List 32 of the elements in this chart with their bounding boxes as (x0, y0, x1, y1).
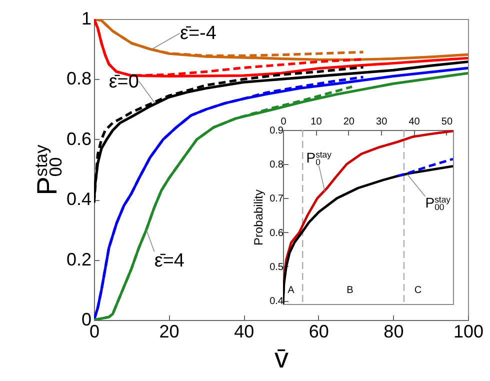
annotation: ε̄=4 (154, 250, 185, 272)
x-tick-label: 20 (159, 322, 180, 342)
y-tick-label: 0.8 (66, 68, 92, 89)
line-series (283, 130, 453, 304)
x-tick-label: 100 (453, 322, 484, 342)
annotation: B (346, 285, 354, 296)
y-tick-label: 0.4 (66, 189, 92, 210)
x-tick-label: 30 (376, 116, 388, 128)
y-tick-label: 0.4 (270, 296, 284, 308)
annotation: ε̄=-4 (180, 23, 217, 44)
y-axis-title: Probability (252, 189, 266, 246)
x-tick-label: 50 (441, 116, 453, 128)
x-tick-label: 60 (308, 322, 329, 342)
y-tick-label: 0.7 (270, 194, 284, 205)
y-tick-label: 0.2 (66, 249, 92, 270)
y-tick-label: 0.6 (66, 128, 92, 149)
x-tick-label: 40 (234, 322, 254, 342)
x-tick-label: 10 (310, 116, 322, 128)
annotation: ε̄=0 (108, 71, 139, 92)
y-tick-label: 1 (81, 8, 92, 28)
y-tick-label: 0.6 (270, 228, 284, 239)
x-tick-label: 80 (384, 322, 404, 342)
line-series (283, 164, 453, 304)
annotation: C (414, 285, 422, 296)
line-series (396, 158, 453, 178)
y-tick-label: 0.8 (270, 160, 284, 171)
annotation: A (288, 285, 295, 296)
y-tick-label: 0.9 (270, 126, 284, 136)
x-tick-label: 40 (408, 116, 420, 128)
x-tick-label: 20 (343, 116, 355, 128)
x-axis-title: v̄ (274, 342, 288, 374)
y-tick-label: 0.5 (270, 262, 284, 273)
